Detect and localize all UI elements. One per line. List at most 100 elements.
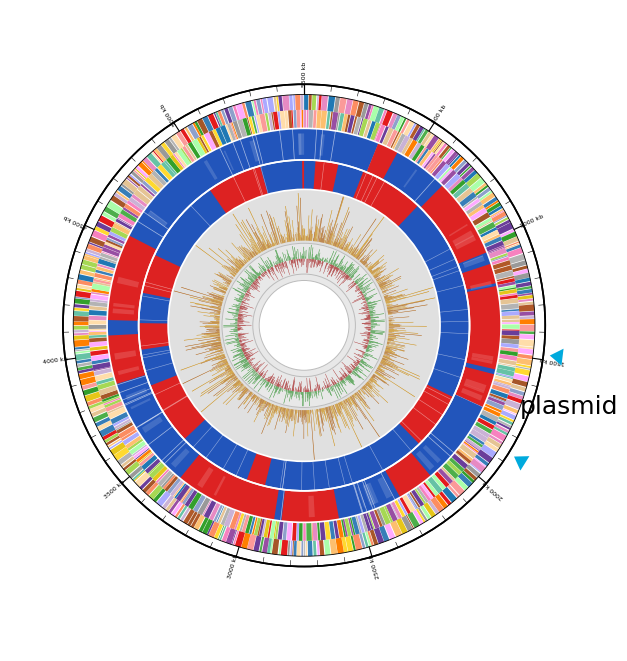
Wedge shape [245, 295, 250, 297]
Wedge shape [221, 507, 231, 525]
Wedge shape [485, 399, 504, 410]
Wedge shape [149, 485, 163, 500]
Wedge shape [309, 229, 310, 241]
Wedge shape [241, 387, 246, 393]
Wedge shape [312, 257, 313, 259]
Wedge shape [161, 162, 176, 178]
Wedge shape [79, 270, 95, 277]
Wedge shape [286, 381, 289, 390]
Wedge shape [216, 312, 220, 313]
Wedge shape [232, 167, 264, 203]
Wedge shape [307, 392, 308, 401]
Wedge shape [519, 346, 534, 350]
Wedge shape [196, 333, 219, 336]
Wedge shape [110, 195, 126, 208]
Wedge shape [361, 102, 369, 118]
Wedge shape [298, 410, 299, 422]
Wedge shape [219, 309, 221, 310]
Wedge shape [389, 330, 406, 331]
Wedge shape [227, 258, 240, 270]
Wedge shape [335, 537, 344, 554]
Wedge shape [371, 321, 385, 322]
Wedge shape [366, 308, 369, 309]
Wedge shape [240, 343, 245, 345]
Wedge shape [233, 259, 242, 268]
Wedge shape [345, 275, 348, 278]
Wedge shape [369, 259, 384, 271]
Wedge shape [266, 211, 278, 245]
Wedge shape [290, 230, 292, 241]
Wedge shape [74, 346, 90, 350]
Wedge shape [89, 310, 108, 316]
Wedge shape [290, 260, 292, 267]
Wedge shape [371, 377, 373, 378]
Wedge shape [398, 118, 406, 132]
Wedge shape [442, 463, 459, 479]
Wedge shape [226, 282, 230, 284]
Wedge shape [365, 297, 367, 298]
Wedge shape [356, 274, 367, 283]
Wedge shape [371, 330, 376, 331]
Wedge shape [231, 256, 243, 267]
Wedge shape [233, 330, 238, 331]
Wedge shape [184, 127, 194, 141]
Wedge shape [288, 385, 290, 391]
Wedge shape [157, 491, 171, 507]
Wedge shape [297, 541, 301, 556]
Wedge shape [218, 249, 241, 269]
Wedge shape [361, 335, 370, 337]
Wedge shape [389, 320, 394, 321]
Wedge shape [497, 222, 514, 235]
Wedge shape [234, 358, 246, 366]
Wedge shape [265, 271, 266, 273]
Wedge shape [76, 288, 92, 292]
Wedge shape [228, 375, 236, 382]
Wedge shape [275, 406, 278, 411]
Wedge shape [384, 289, 408, 297]
Wedge shape [234, 382, 241, 388]
Wedge shape [253, 376, 261, 384]
Wedge shape [241, 346, 247, 348]
Wedge shape [415, 147, 427, 163]
Wedge shape [327, 264, 331, 272]
Wedge shape [384, 352, 387, 354]
Wedge shape [352, 395, 356, 401]
Wedge shape [361, 360, 367, 364]
Wedge shape [382, 128, 394, 146]
Wedge shape [117, 277, 139, 288]
Wedge shape [336, 383, 340, 390]
Wedge shape [379, 280, 391, 286]
Wedge shape [302, 225, 303, 241]
Wedge shape [285, 110, 289, 129]
Wedge shape [421, 132, 432, 146]
Wedge shape [340, 381, 343, 383]
Wedge shape [234, 290, 245, 295]
Wedge shape [246, 260, 248, 262]
Wedge shape [283, 262, 285, 267]
Wedge shape [262, 378, 264, 381]
Wedge shape [201, 354, 224, 364]
Wedge shape [364, 302, 367, 303]
Wedge shape [455, 477, 468, 490]
Wedge shape [217, 311, 221, 312]
Wedge shape [396, 518, 408, 534]
Wedge shape [334, 268, 339, 276]
Wedge shape [366, 350, 369, 352]
Wedge shape [206, 330, 219, 332]
Wedge shape [74, 298, 90, 305]
Wedge shape [250, 362, 251, 364]
Wedge shape [426, 135, 439, 151]
Wedge shape [256, 114, 263, 134]
Wedge shape [223, 282, 229, 286]
Wedge shape [343, 267, 346, 272]
Wedge shape [338, 403, 350, 430]
Wedge shape [408, 123, 416, 137]
Wedge shape [520, 325, 535, 331]
Wedge shape [222, 375, 235, 385]
Wedge shape [195, 303, 221, 309]
Wedge shape [465, 379, 487, 391]
Wedge shape [244, 260, 247, 263]
Wedge shape [361, 301, 366, 304]
Wedge shape [317, 522, 320, 541]
Wedge shape [296, 232, 297, 241]
